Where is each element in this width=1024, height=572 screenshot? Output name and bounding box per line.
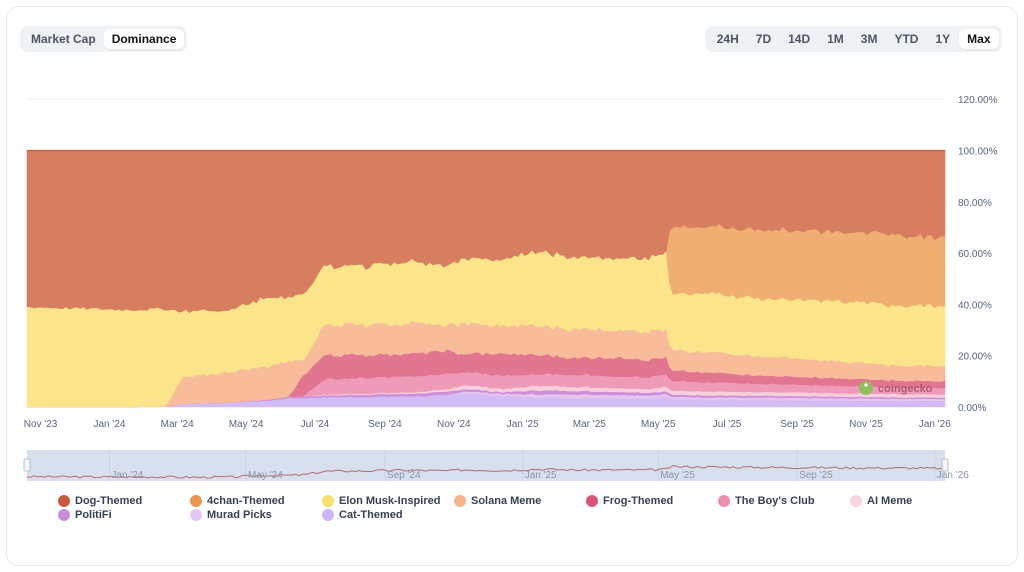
legend-label: AI Meme — [867, 495, 913, 507]
legend-label: PolitiFi — [75, 509, 112, 521]
legend-label: Cat-Themed — [339, 509, 403, 521]
range-navigator[interactable]: Jan '24 May '24 Sep '24 Jan '25 May '25 Sep '… — [23, 450, 969, 481]
legend-item-solana-meme[interactable]: Solana Meme — [454, 495, 541, 507]
navigator-tick-label: Sep '25 — [799, 470, 833, 481]
coingecko-logo-icon — [859, 381, 873, 395]
legend-dot-icon — [850, 495, 862, 507]
x-tick-label: Jan '25 — [507, 419, 539, 430]
legend-dot-icon — [322, 509, 334, 521]
y-tick-label: 0.00% — [958, 403, 986, 414]
range-1y[interactable]: 1Y — [935, 32, 951, 46]
tab-dominance[interactable]: Dominance — [103, 29, 185, 49]
legend-label: 4chan-Themed — [207, 495, 285, 507]
navigator-left-handle[interactable] — [23, 458, 31, 472]
legend-item-murad-picks[interactable]: Murad Picks — [190, 509, 272, 521]
legend-item-the-boy-s-club[interactable]: The Boy's Club — [718, 495, 815, 507]
x-tick-label: Jul '25 — [713, 419, 742, 430]
y-tick-label: 120.00% — [958, 95, 998, 106]
time-range-selector: 24H 7D 14D 1M 3M YTD 1Y Max — [705, 26, 1002, 52]
x-tick-label: May '24 — [229, 419, 264, 430]
legend-label: Frog-Themed — [603, 495, 674, 507]
legend-dot-icon — [58, 509, 70, 521]
legend-item-elon-musk-inspired[interactable]: Elon Musk-Inspired — [322, 495, 440, 507]
x-tick-label: Jan '24 — [93, 419, 125, 430]
x-tick-label: Mar '24 — [161, 419, 194, 430]
x-tick-label: Sep '24 — [368, 419, 402, 430]
y-tick-label: 20.00% — [958, 352, 992, 363]
legend-label: Murad Picks — [207, 509, 272, 521]
range-14d[interactable]: 14D — [788, 32, 811, 46]
navigator-tick-label: May '24 — [248, 470, 283, 481]
x-tick-label: Mar '25 — [573, 419, 606, 430]
navigator-right-handle[interactable] — [941, 458, 949, 472]
legend-item-ai-meme[interactable]: AI Meme — [850, 495, 912, 507]
legend-dot-icon — [190, 495, 202, 507]
legend-label: Dog-Themed — [75, 495, 143, 507]
range-7d[interactable]: 7D — [755, 32, 772, 46]
navigator-tick-label: May '25 — [660, 470, 695, 481]
watermark-text: coingecko — [878, 383, 933, 395]
y-tick-label: 40.00% — [958, 300, 992, 311]
navigator-tick-label: Jan '25 — [525, 470, 557, 481]
x-tick-label: Sep '25 — [780, 419, 814, 430]
legend-dot-icon — [718, 495, 730, 507]
range-24h[interactable]: 24H — [716, 32, 739, 46]
x-tick-label: Nov '24 — [437, 419, 471, 430]
legend-item-dog-themed[interactable]: Dog-Themed — [58, 495, 142, 507]
x-axis: Nov '23 Jan '24 Mar '24 May '24 Jul '24 Sep '… — [24, 419, 951, 430]
y-axis: 0.00% 20.00% 40.00% 60.00% 80.00% 100.00% 120.… — [958, 95, 998, 414]
range-max[interactable]: Max — [958, 29, 999, 49]
legend-label: Elon Musk-Inspired — [339, 495, 441, 507]
legend-dot-icon — [190, 509, 202, 521]
y-tick-label: 100.00% — [958, 147, 998, 158]
x-tick-label: Jan '26 — [919, 419, 951, 430]
coingecko-watermark: coingecko — [859, 381, 933, 395]
legend-dot-icon — [58, 495, 70, 507]
navigator-tick-label: Sep '24 — [387, 470, 421, 481]
legend-dot-icon — [454, 495, 466, 507]
x-tick-label: May '25 — [641, 419, 676, 430]
legend-item-politifi[interactable]: PolitiFi — [58, 509, 112, 521]
stacked-areas — [26, 149, 946, 408]
navigator-series-line — [26, 465, 946, 479]
x-tick-label: Nov '23 — [24, 419, 58, 430]
x-tick-label: Nov '25 — [849, 419, 883, 430]
legend-item-cat-themed[interactable]: Cat-Themed — [322, 509, 403, 521]
y-tick-label: 80.00% — [958, 198, 992, 209]
legend-item-frog-themed[interactable]: Frog-Themed — [586, 495, 673, 507]
legend-dot-icon — [586, 495, 598, 507]
tab-market-cap[interactable]: Market Cap — [31, 32, 96, 46]
chart-type-toggle: Market Cap Dominance — [20, 26, 188, 52]
range-ytd[interactable]: YTD — [894, 32, 919, 46]
legend-dot-icon — [322, 495, 334, 507]
legend-label: Solana Meme — [471, 495, 542, 507]
range-3m[interactable]: 3M — [860, 32, 878, 46]
y-tick-label: 60.00% — [958, 249, 992, 260]
navigator-selection[interactable] — [27, 450, 945, 481]
navigator-tick-label: Jan '26 — [937, 470, 969, 481]
coingecko-eye-icon — [864, 383, 868, 387]
navigator-tick-label: Jan '24 — [111, 470, 143, 481]
legend-label: The Boy's Club — [735, 495, 815, 507]
navigator-grid — [109, 450, 936, 481]
range-1m[interactable]: 1M — [827, 32, 844, 46]
navigator-x-axis: Jan '24 May '24 Sep '24 Jan '25 May '25 Sep '… — [111, 470, 969, 481]
x-tick-label: Jul '24 — [301, 419, 330, 430]
legend-item-4chan-themed[interactable]: 4chan-Themed — [190, 495, 285, 507]
